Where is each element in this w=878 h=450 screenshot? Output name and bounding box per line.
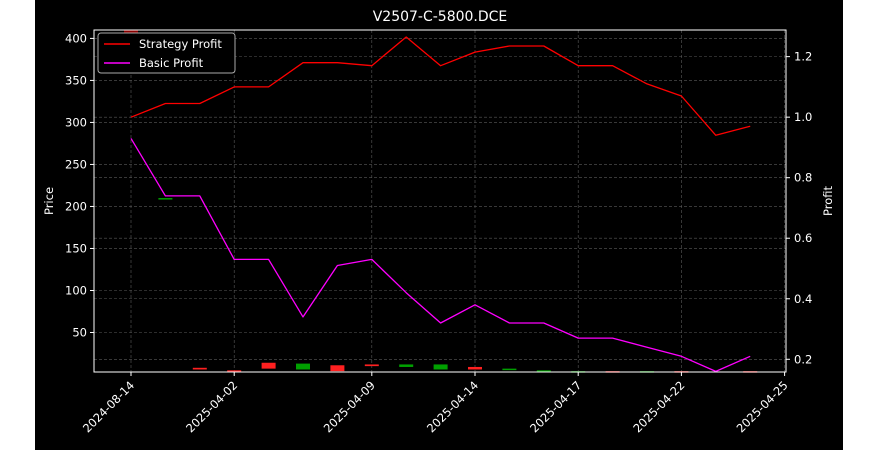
y-tick-label: 300 <box>65 115 87 129</box>
candle-body <box>158 198 173 200</box>
legend-label-basic: Basic Profit <box>139 56 204 70</box>
legend: Strategy Profit Basic Profit <box>97 32 236 74</box>
y-tick-label: 100 <box>65 283 87 297</box>
y2-tick-label: 0.8 <box>794 171 812 185</box>
y2-tick-label: 1.2 <box>794 50 812 64</box>
candle-body <box>261 362 276 369</box>
y-tick-label: 50 <box>72 326 87 340</box>
y-tick-label: 150 <box>65 241 87 255</box>
y2-tick-label: 0.4 <box>794 292 812 306</box>
candle-body <box>433 364 448 370</box>
y-tick-label: 200 <box>65 199 87 213</box>
y-axis-label: Price <box>42 187 56 215</box>
y2-axis-label: Profit <box>821 186 835 216</box>
plot-frame <box>93 29 787 373</box>
legend-box <box>97 32 236 74</box>
candle-body <box>192 367 207 370</box>
candle-body <box>330 365 345 372</box>
candle-body <box>536 370 551 372</box>
candle-body <box>227 370 242 372</box>
y2-tick-label: 0.6 <box>794 231 812 245</box>
plot-area <box>94 30 786 372</box>
series-lines <box>130 36 751 373</box>
y-tick-label: 250 <box>65 157 87 171</box>
candle-body <box>502 368 517 371</box>
candle-body <box>296 363 310 370</box>
candle-body <box>468 366 482 370</box>
right-axis: 0.2 0.4 0.6 0.8 1.0 1.2 <box>786 50 812 366</box>
strategy-profit-line <box>130 36 751 136</box>
candle-body <box>364 364 379 367</box>
y-tick-label: 400 <box>65 31 87 45</box>
y2-tick-label: 0.2 <box>794 352 812 366</box>
chart-title: V2507-C-5800.DCE <box>373 9 508 25</box>
basic-profit-line <box>130 138 751 373</box>
y2-tick-label: 1.0 <box>794 110 812 124</box>
legend-label-strategy: Strategy Profit <box>139 37 222 51</box>
y-tick-label: 350 <box>65 73 87 87</box>
left-axis: 50 100 150 200 250 300 350 400 <box>65 31 94 340</box>
candle-body <box>399 364 414 367</box>
